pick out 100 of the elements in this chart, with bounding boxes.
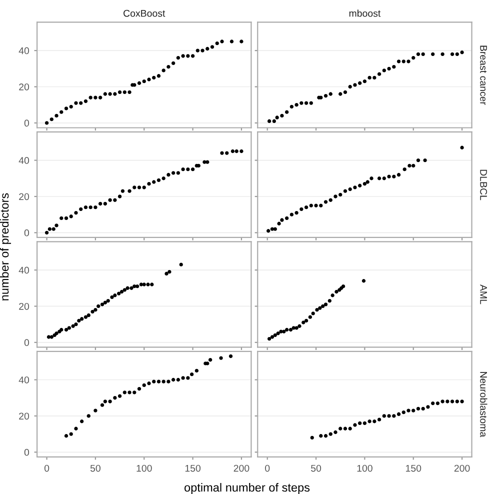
point [162,380,166,384]
point [292,326,296,330]
point [402,168,406,172]
point [302,320,306,324]
point [240,149,244,154]
point [304,318,308,323]
point [377,418,382,422]
point [120,290,124,294]
point [412,408,416,412]
point [362,421,367,426]
point [132,390,136,394]
chart-title: CoxBoost [124,10,166,17]
point [284,328,289,332]
point [338,92,342,96]
point [206,160,210,164]
point [416,52,420,56]
point [353,423,357,427]
point [100,302,104,306]
point [267,336,272,341]
point [64,216,68,220]
point [372,420,376,424]
point [304,206,308,210]
point [147,78,151,82]
x-tick-label: 0 [44,464,50,472]
point [86,313,90,318]
y-tick-label: 0 [24,120,30,127]
point [324,200,328,204]
point [334,290,338,294]
point [128,390,132,394]
point [430,401,435,406]
point [460,400,464,404]
x-tick-label: 150 [406,464,422,472]
point [270,335,274,339]
point [69,432,73,436]
point [90,310,94,314]
point [280,114,284,118]
point [54,114,58,118]
point [353,186,357,190]
point [392,174,396,178]
point [108,92,112,96]
point [137,81,142,85]
y-tick-label: 40 [18,157,30,164]
point [113,396,117,400]
point [368,76,372,80]
point [282,330,286,334]
point [228,354,233,358]
point [328,432,332,436]
point [366,180,370,184]
point [406,408,410,412]
point [152,380,156,384]
point [382,176,386,180]
point [122,288,126,292]
point [130,286,134,290]
text: AML [480,284,487,304]
point [309,204,313,208]
y-tick-label: 20 [19,302,30,310]
x-tick-label: 150 [185,464,201,472]
point [135,284,140,288]
chart-title: mboost [349,10,381,17]
point [396,60,401,64]
point [430,52,435,56]
point [113,92,117,96]
point [324,302,328,306]
point [166,65,170,69]
point [146,282,150,286]
point [324,94,328,98]
point [54,224,58,228]
point [196,48,200,52]
point [100,403,104,407]
point [455,400,460,404]
point [84,99,88,104]
point [52,227,56,231]
point [171,171,176,175]
point [171,61,176,66]
point [230,40,234,44]
point [118,394,122,398]
point [315,308,319,312]
point [234,149,238,154]
point [272,119,276,123]
point [343,189,348,193]
point [387,174,391,178]
point [156,178,161,182]
point [412,164,416,168]
point [328,298,332,303]
point [126,286,130,290]
point [80,317,84,321]
point [110,295,114,300]
point [267,119,272,123]
point [113,198,117,202]
point [358,184,362,188]
point [338,192,342,197]
point [298,324,302,328]
point [79,207,83,211]
point [377,176,382,180]
point [396,412,401,416]
point [152,76,156,80]
point [338,426,342,430]
point [348,426,352,430]
y-axis-title: number of predictors [0,193,12,300]
point [44,121,49,125]
